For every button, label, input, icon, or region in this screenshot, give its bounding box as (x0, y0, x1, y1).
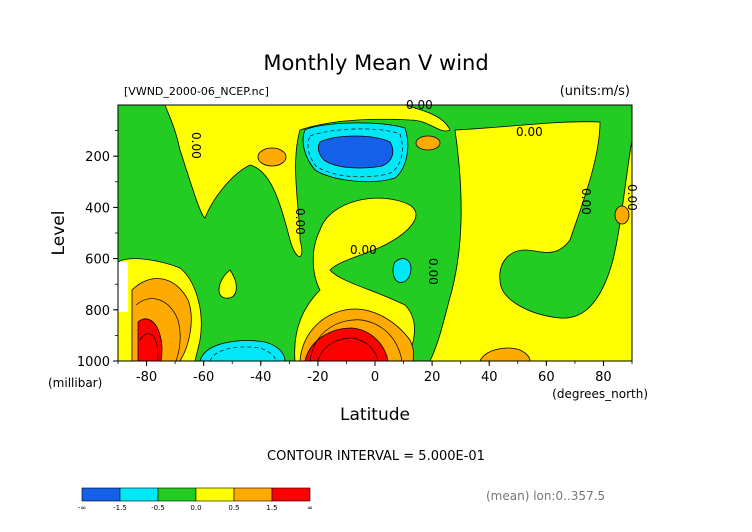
positive-contours (135, 298, 403, 362)
x-tick-label: -80 (136, 370, 157, 385)
negative-strong-regions (317, 135, 394, 169)
region-northern (429, 121, 633, 362)
contour-interval: CONTOUR INTERVAL = 5.000E-01 (267, 449, 485, 464)
colorbar-label: ∞ (307, 504, 313, 512)
colorbar-swatch (81, 487, 121, 502)
region-north-moderate (479, 347, 531, 362)
positive-strong-regions (137, 318, 389, 362)
x-axis-units: (degrees_north) (552, 387, 648, 401)
negative-contours (209, 128, 403, 362)
contour-label: 0.00 (189, 132, 203, 159)
x-tick-label: -20 (307, 370, 328, 385)
colorbar-swatch (195, 487, 235, 502)
x-axis: -80 -60 -40 -20 0 20 40 60 80 (117, 361, 633, 385)
y-axis-units: (millibar) (48, 376, 102, 390)
x-tick-label: 80 (595, 370, 612, 385)
x-tick-label: 60 (538, 370, 555, 385)
region-upper-strong-negative (317, 135, 394, 169)
contour-label: 0.00 (426, 258, 440, 285)
contour-label: 0.00 (516, 125, 543, 139)
colorbar-swatch (271, 487, 311, 502)
region-south-polar-strong (137, 318, 163, 362)
y-tick-label: 600 (85, 253, 110, 268)
contour-south-polar-inner (139, 333, 159, 362)
chart-title: Monthly Mean V wind (263, 51, 488, 75)
colorbar-label: 0.0 (190, 504, 201, 512)
footer-note: (mean) lon:0..357.5 (486, 489, 605, 503)
region-north-blob (614, 205, 630, 225)
colorbar-label: -∞ (78, 504, 86, 512)
x-axis-label: Latitude (340, 405, 410, 425)
region-tropical-upper (164, 104, 451, 257)
contour-dashed-upper (307, 128, 403, 178)
colorbar-swatch (157, 487, 197, 502)
region-subtropical-strong (304, 327, 389, 362)
region-mid-negative (392, 258, 412, 283)
contour-south-polar-outer (135, 298, 181, 362)
y-axis-label: Level (49, 211, 69, 256)
contour-label: 0.00 (350, 243, 377, 257)
x-tick-label: 20 (424, 370, 441, 385)
y-tick-label: 200 (85, 150, 110, 165)
x-tick-label: -40 (250, 370, 271, 385)
units-label: (units:m/s) (560, 84, 630, 99)
colorbar-label: 0.5 (228, 504, 239, 512)
contour-subtropical-inner (317, 337, 379, 362)
region-lower-negative (199, 340, 286, 362)
y-tick-label: 400 (85, 201, 110, 216)
contour-subtropical-outer (309, 319, 403, 362)
colorbar-label: 1.5 (266, 504, 277, 512)
x-tick-label: 0 (371, 370, 379, 385)
y-axis: 200 400 600 800 1000 (77, 130, 118, 370)
y-tick-label: 800 (85, 304, 110, 319)
colorbar-swatch (233, 487, 273, 502)
region-upper-blob-a (257, 147, 287, 167)
contour-label: 0.00 (579, 188, 593, 215)
region-upper-blob-b (415, 135, 441, 151)
plot-area: 0.00 0.00 0.00 0.00 0.00 0.00 0.00 0.00 (117, 98, 639, 362)
region-southern-lower (218, 269, 237, 299)
colorbar-label: -0.5 (151, 504, 165, 512)
x-tick-label: -60 (193, 370, 214, 385)
file-label: [VWND_2000-06_NCEP.nc] (124, 85, 269, 98)
contour-dashed-lower (209, 346, 277, 362)
y-tick-label: 1000 (77, 355, 110, 370)
contour-label: 0.00 (293, 208, 307, 235)
colorbar-swatch (119, 487, 159, 502)
colorbar-label: -1.5 (113, 504, 127, 512)
x-tick-label: 40 (481, 370, 498, 385)
colorbar: -∞ -1.5 -0.5 0.0 0.5 1.5 ∞ (78, 487, 313, 512)
missing-data-patch (118, 262, 128, 312)
